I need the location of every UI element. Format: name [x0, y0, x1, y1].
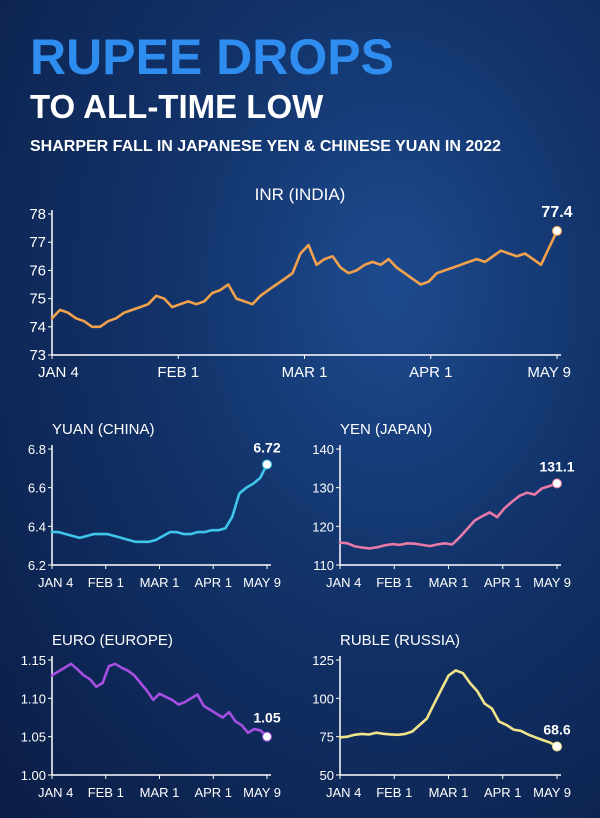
y-tick-label: 6.6	[28, 481, 46, 496]
x-tick-label: MAR 1	[140, 575, 180, 590]
chart-title: INR (INDIA)	[255, 185, 346, 204]
y-tick-label: 6.8	[28, 442, 46, 457]
series-line	[338, 669, 559, 748]
headline-sub: TO ALL-TIME LOW	[30, 88, 324, 125]
y-tick-label: 110	[313, 558, 334, 573]
x-tick-label: FEB 1	[88, 575, 124, 590]
header: RUPEE DROPS TO ALL-TIME LOW SHARPER FALL…	[30, 30, 501, 156]
y-tick-label: 73	[29, 347, 46, 364]
chart-yuan: YUAN (CHINA) 6.2 6.4 6.6 6.8 JAN 4 FEB 1 MAR 1 A…	[28, 421, 281, 590]
y-tick-label: 50	[320, 768, 334, 783]
x-tick-label: JAN 4	[38, 364, 79, 381]
end-point	[262, 731, 272, 742]
x-tick-label: APR 1	[194, 575, 232, 590]
y-tick-label: 1.05	[21, 730, 46, 745]
tagline: SHARPER FALL IN JAPANESE YEN & CHINESE Y…	[30, 138, 501, 155]
x-tick-label: JAN 4	[38, 785, 73, 800]
x-tick-label: JAN 4	[326, 785, 361, 800]
chart-title: EURO (EUROPE)	[52, 632, 173, 649]
x-tick-label: MAR 1	[140, 785, 180, 800]
y-tick-label: 77	[29, 234, 46, 251]
end-value-label: 68.6	[543, 721, 570, 737]
chart-euro: EURO (EUROPE) 1.00 1.05 1.10 1.15 JAN 4 FEB 1 M…	[21, 632, 281, 800]
x-tick-label: APR 1	[484, 575, 522, 590]
y-tick-label: 76	[29, 262, 46, 279]
x-tick-label: JAN 4	[326, 575, 361, 590]
x-tick-label: MAY 9	[533, 785, 571, 800]
y-tick-label: 75	[29, 291, 46, 308]
end-point	[552, 741, 562, 752]
x-tick-label: FEB 1	[376, 785, 412, 800]
x-tick-label: JAN 4	[38, 575, 73, 590]
y-tick-label: 6.4	[28, 519, 46, 534]
y-tick-label: 125	[312, 653, 334, 668]
y-tick-label: 120	[312, 519, 334, 534]
x-tick-label: MAR 1	[429, 575, 469, 590]
end-value-label: 131.1	[539, 458, 574, 474]
end-value-label: 77.4	[541, 204, 572, 221]
y-tick-label: 1.00	[21, 768, 46, 783]
x-tick-label: APR 1	[409, 364, 452, 381]
end-value-label: 6.72	[253, 439, 280, 455]
chart-title: RUBLE (RUSSIA)	[340, 632, 460, 649]
y-tick-label: 1.15	[21, 653, 46, 668]
y-tick-label: 6.2	[28, 558, 46, 573]
chart-title: YUAN (CHINA)	[52, 421, 155, 438]
x-tick-label: APR 1	[484, 785, 522, 800]
x-tick-label: APR 1	[194, 785, 232, 800]
chart-ruble: RUBLE (RUSSIA) 50 75 100 125 JAN 4 FEB 1 MAR 1 A…	[312, 632, 571, 800]
y-tick-label: 78	[29, 206, 46, 223]
x-tick-label: MAY 9	[243, 575, 281, 590]
x-tick-label: MAR 1	[282, 364, 328, 381]
x-tick-label: FEB 1	[88, 785, 124, 800]
end-point	[552, 478, 562, 489]
x-tick-label: MAY 9	[527, 364, 571, 381]
headline: RUPEE DROPS	[30, 29, 394, 85]
y-tick-label: 74	[29, 319, 46, 336]
end-point	[552, 225, 562, 236]
y-tick-label: 1.10	[21, 691, 46, 706]
y-tick-label: 140	[312, 442, 334, 457]
y-tick-label: 130	[312, 481, 334, 496]
x-tick-label: MAY 9	[533, 575, 571, 590]
chart-inr: INR (INDIA) 73 74 75 76 77 78 JAN 4 FEB 1 MAR 1 AP…	[29, 185, 572, 381]
chart-title: YEN (JAPAN)	[340, 421, 432, 438]
x-tick-label: MAY 9	[243, 785, 281, 800]
series-line	[50, 229, 559, 329]
end-point	[262, 459, 272, 470]
x-tick-label: FEB 1	[157, 364, 199, 381]
series-line	[50, 662, 269, 739]
x-tick-label: FEB 1	[376, 575, 412, 590]
end-value-label: 1.05	[253, 710, 280, 726]
y-tick-label: 100	[312, 691, 334, 706]
series-line	[50, 463, 269, 544]
x-tick-label: MAR 1	[429, 785, 469, 800]
series-line	[338, 482, 559, 550]
chart-yen: YEN (JAPAN) 110 120 130 140 JAN 4 FEB 1 MAR 1 AP…	[312, 421, 574, 590]
y-tick-label: 75	[320, 730, 334, 745]
